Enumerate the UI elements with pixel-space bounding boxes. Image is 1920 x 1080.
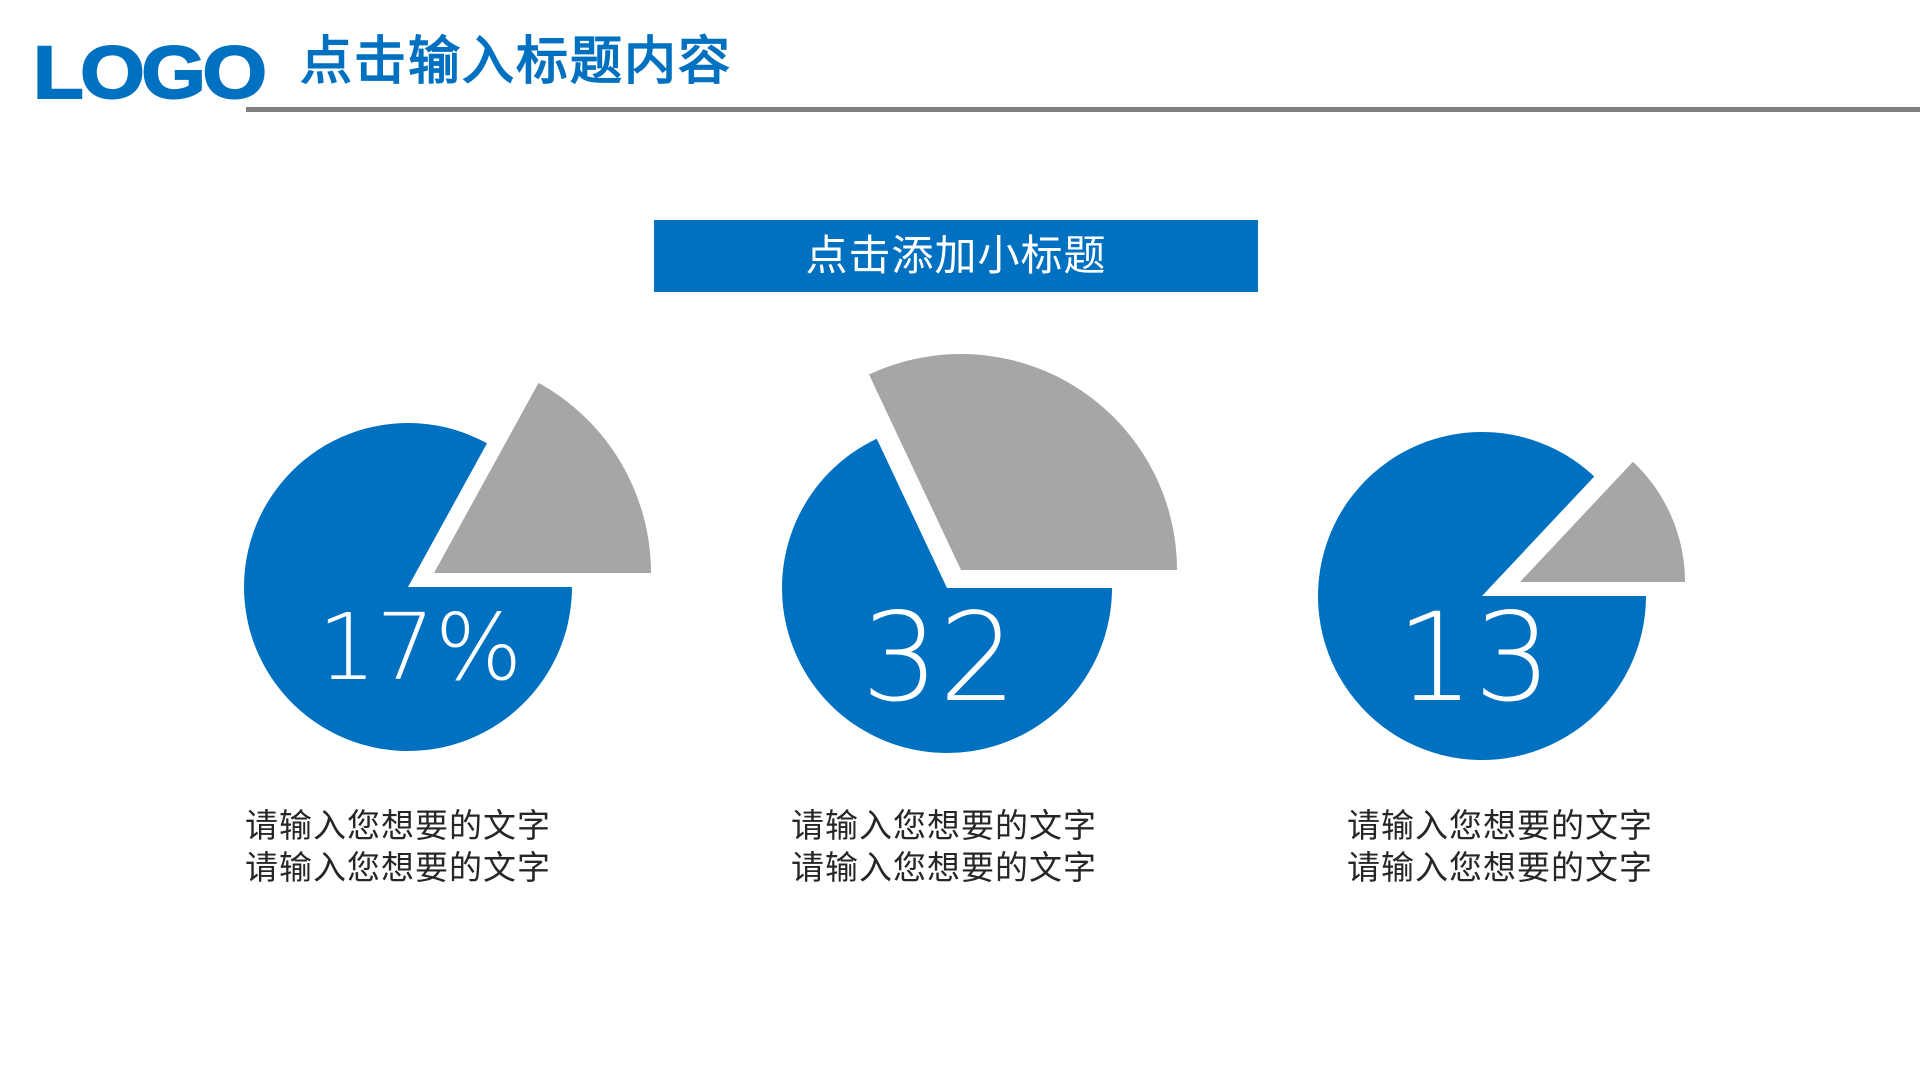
subtitle-banner[interactable]: 点击添加小标题 <box>654 220 1258 292</box>
pie-value-3: 13 <box>1396 587 1552 729</box>
description-1[interactable]: 请输入您想要的文字 请输入您想要的文字 <box>245 805 551 889</box>
pie-slice-highlight <box>434 382 651 573</box>
pie-chart-3 <box>1318 431 1685 760</box>
description-line: 请输入您想要的文字 <box>791 848 1097 887</box>
page-title[interactable]: 点击输入标题内容 <box>300 32 733 92</box>
pie-value-1: 17% <box>317 594 523 701</box>
logo: LOGO <box>32 31 268 114</box>
pie-slice-rest <box>782 438 1112 753</box>
description-2[interactable]: 请输入您想要的文字 请输入您想要的文字 <box>791 805 1097 889</box>
description-line: 请输入您想要的文字 <box>791 806 1097 845</box>
description-line: 请输入您想要的文字 <box>1347 806 1653 845</box>
pie-chart-2 <box>782 354 1177 753</box>
description-3[interactable]: 请输入您想要的文字 请输入您想要的文字 <box>1347 805 1653 889</box>
pie-slice-highlight <box>1520 461 1685 582</box>
subtitle-label: 点击添加小标题 <box>805 231 1107 280</box>
description-line: 请输入您想要的文字 <box>245 848 551 887</box>
description-line: 请输入您想要的文字 <box>1347 848 1653 887</box>
header-divider <box>246 107 1920 112</box>
pie-slice-rest <box>1318 431 1646 760</box>
pie-value-2: 32 <box>861 587 1017 729</box>
pie-slice-highlight <box>869 354 1177 570</box>
pie-slice-rest <box>243 423 572 752</box>
description-line: 请输入您想要的文字 <box>245 806 551 845</box>
pie-chart-1 <box>243 382 651 752</box>
